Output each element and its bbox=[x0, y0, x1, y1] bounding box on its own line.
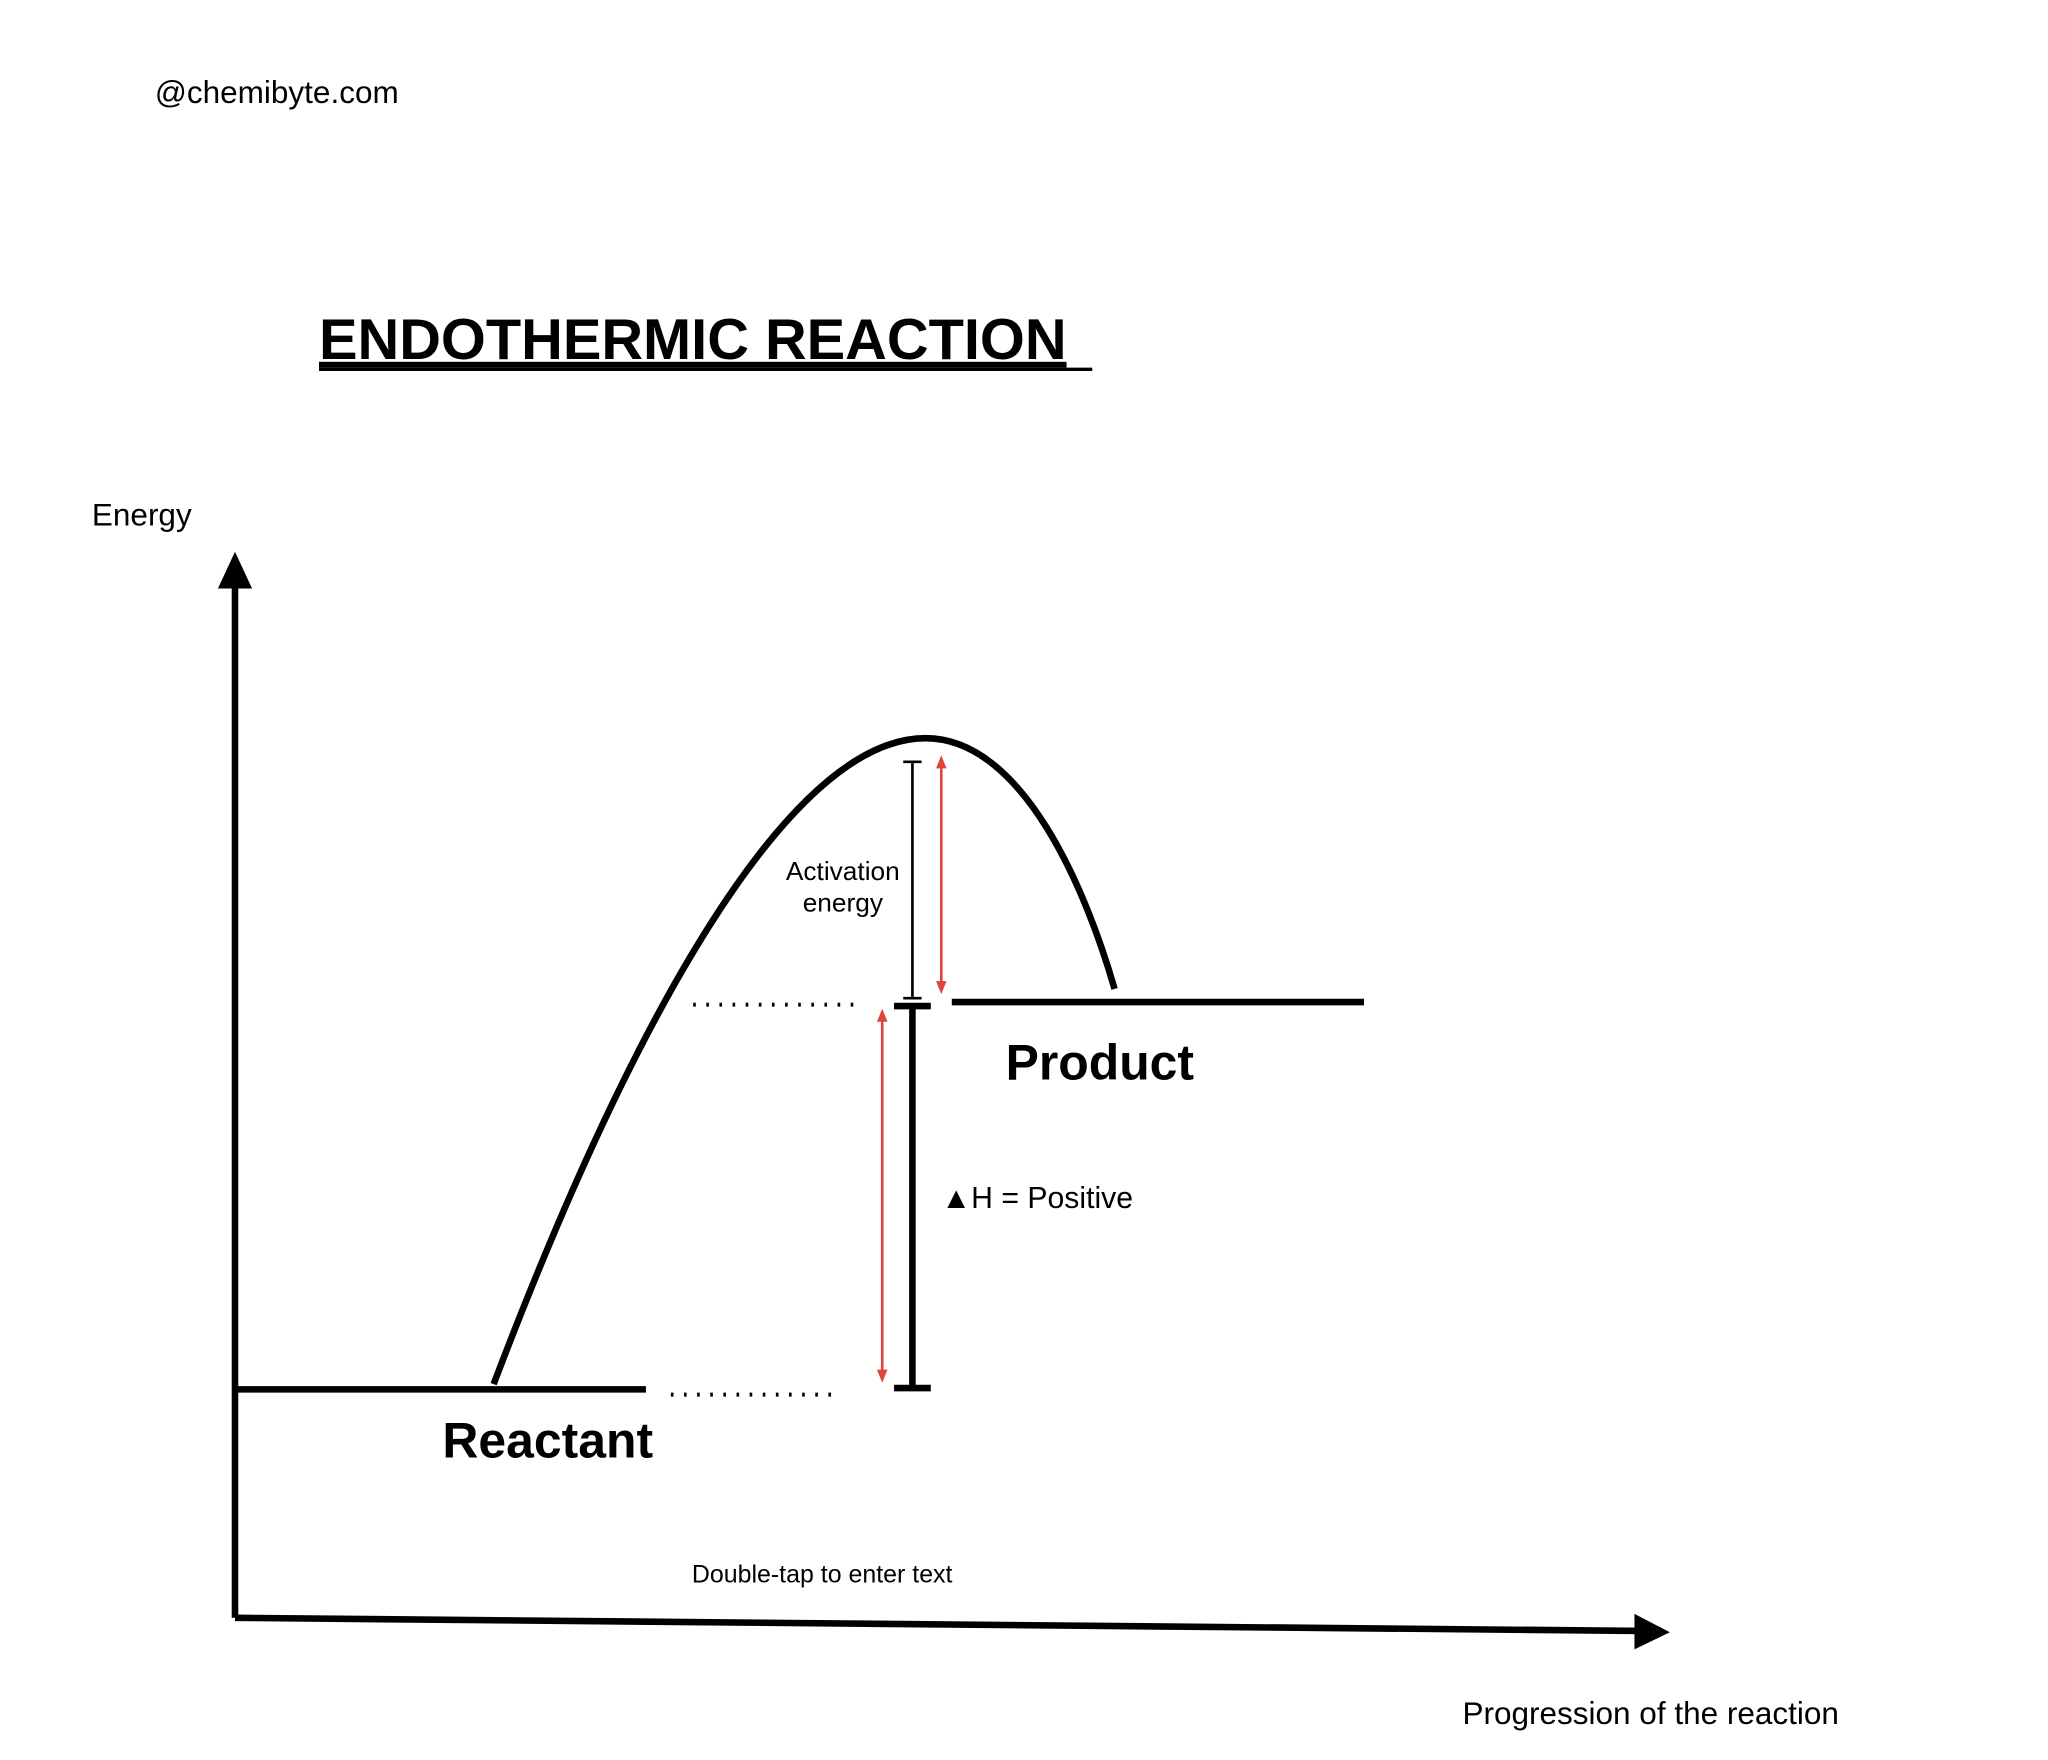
energy-curve bbox=[490, 734, 1118, 1386]
y-axis-arrow bbox=[217, 551, 253, 589]
watermark: @chemibyte.com bbox=[155, 74, 399, 110]
x-axis-arrow bbox=[1634, 1613, 1670, 1650]
reactant-label: Reactant bbox=[442, 1413, 653, 1469]
activation-label: Activation bbox=[786, 856, 900, 886]
x-axis bbox=[234, 1614, 1642, 1635]
activation-label: energy bbox=[803, 888, 884, 918]
enthalpy-label: ▲H = Positive bbox=[941, 1182, 1133, 1215]
y-axis-label: Energy bbox=[92, 497, 192, 533]
placeholder-text: Double-tap to enter text bbox=[692, 1560, 953, 1588]
product-label: Product bbox=[1006, 1035, 1194, 1091]
title: ENDOTHERMIC REACTION bbox=[319, 308, 1067, 372]
x-axis-label: Progression of the reaction bbox=[1462, 1695, 1838, 1731]
